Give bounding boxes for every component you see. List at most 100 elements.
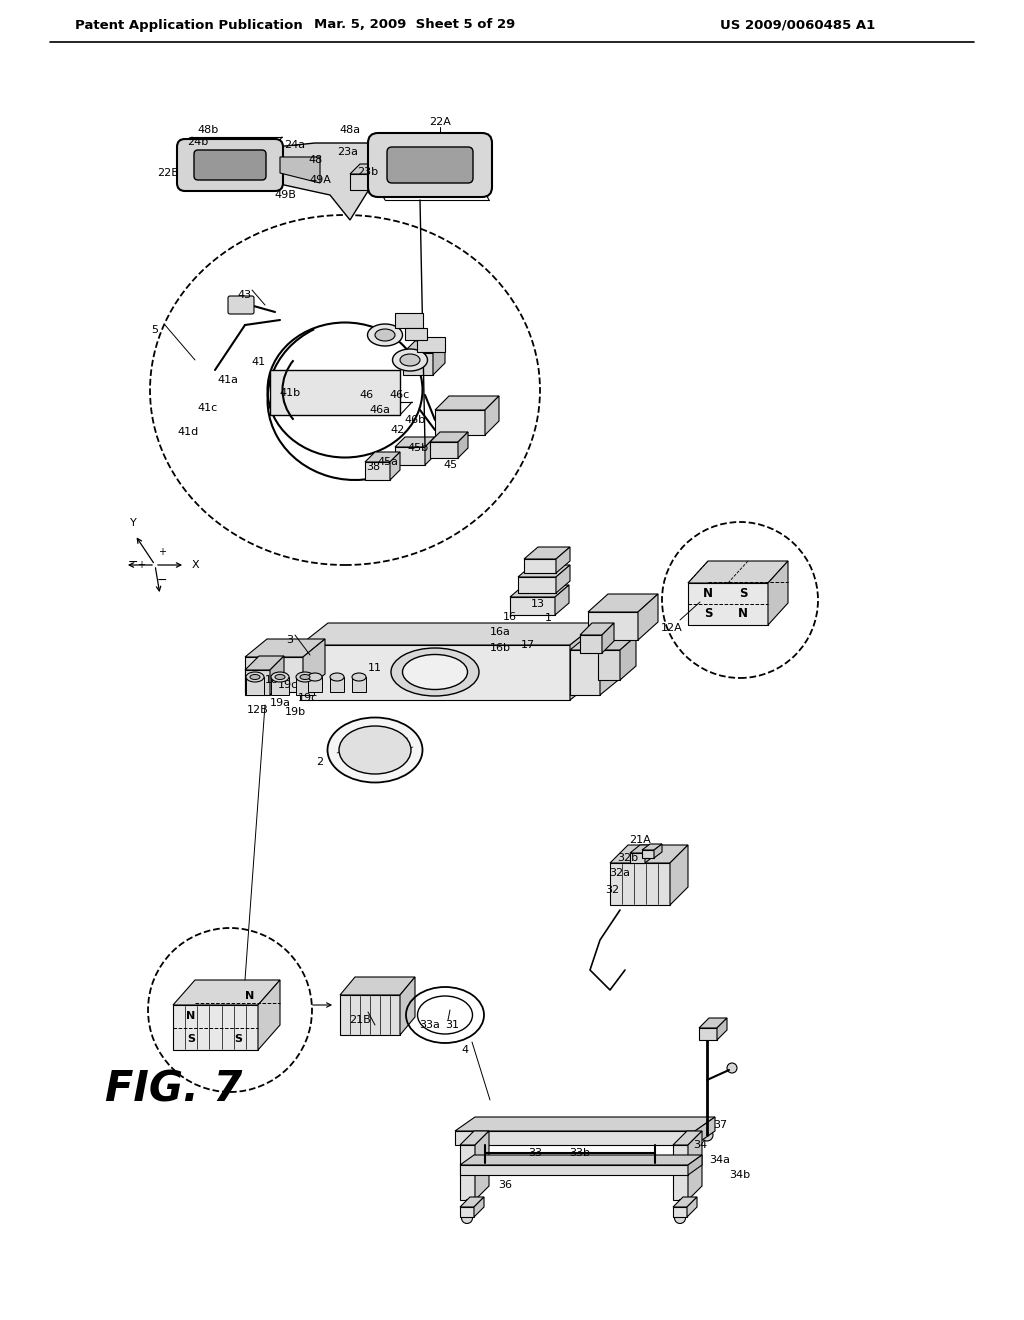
Text: 34b: 34b [729, 1170, 751, 1180]
Polygon shape [510, 597, 555, 615]
Polygon shape [670, 845, 688, 906]
Ellipse shape [308, 673, 322, 681]
Polygon shape [673, 1131, 702, 1144]
Ellipse shape [375, 329, 395, 341]
Polygon shape [699, 1018, 727, 1028]
Polygon shape [460, 1155, 702, 1166]
Polygon shape [270, 370, 400, 414]
Polygon shape [390, 451, 400, 480]
Polygon shape [645, 845, 655, 863]
Polygon shape [588, 612, 638, 640]
Polygon shape [350, 164, 390, 174]
Polygon shape [687, 1197, 697, 1217]
Polygon shape [673, 1197, 697, 1206]
Polygon shape [556, 565, 570, 593]
Ellipse shape [328, 718, 423, 783]
Polygon shape [688, 1155, 702, 1175]
Polygon shape [460, 1144, 475, 1200]
Polygon shape [600, 632, 622, 696]
Ellipse shape [330, 673, 344, 681]
Text: 32a: 32a [609, 869, 631, 878]
Text: 19b: 19b [285, 708, 305, 717]
Polygon shape [518, 577, 556, 593]
Text: Y: Y [130, 517, 136, 528]
Polygon shape [395, 313, 423, 327]
Text: 48: 48 [309, 154, 324, 165]
Polygon shape [688, 561, 788, 583]
Polygon shape [673, 1144, 688, 1200]
FancyBboxPatch shape [177, 139, 283, 191]
Circle shape [701, 1129, 713, 1140]
Polygon shape [524, 546, 570, 558]
Text: 48c: 48c [208, 150, 228, 160]
Polygon shape [768, 561, 788, 624]
Polygon shape [518, 565, 570, 577]
Text: 46b: 46b [404, 414, 426, 425]
Polygon shape [602, 623, 614, 653]
Text: −: − [157, 573, 167, 586]
Text: +: + [137, 560, 145, 570]
Polygon shape [474, 1197, 484, 1217]
Circle shape [462, 1213, 472, 1224]
Text: 34a: 34a [710, 1155, 730, 1166]
Text: 24a: 24a [285, 140, 305, 150]
Text: S: S [187, 1034, 195, 1044]
Polygon shape [395, 447, 425, 465]
Polygon shape [598, 649, 620, 680]
Polygon shape [430, 432, 468, 442]
Polygon shape [173, 979, 280, 1005]
Polygon shape [638, 594, 658, 640]
Circle shape [727, 1063, 737, 1073]
Text: S: S [703, 607, 713, 620]
Polygon shape [475, 1131, 489, 1200]
Text: 16b: 16b [489, 643, 511, 653]
Polygon shape [430, 442, 458, 458]
FancyBboxPatch shape [228, 296, 254, 314]
Text: 1: 1 [545, 612, 552, 623]
Polygon shape [555, 585, 569, 615]
Text: Mar. 5, 2009  Sheet 5 of 29: Mar. 5, 2009 Sheet 5 of 29 [314, 18, 516, 32]
Polygon shape [455, 1131, 695, 1144]
Ellipse shape [391, 648, 479, 696]
Polygon shape [406, 327, 427, 341]
Text: 46a: 46a [370, 405, 390, 414]
Text: 18: 18 [265, 675, 280, 685]
Polygon shape [699, 1028, 717, 1040]
Ellipse shape [246, 672, 264, 682]
Text: 23b: 23b [357, 168, 379, 177]
Polygon shape [642, 843, 662, 850]
Text: 33a: 33a [420, 1020, 440, 1030]
FancyBboxPatch shape [194, 150, 266, 180]
Ellipse shape [300, 675, 310, 680]
Text: N: N [703, 587, 713, 601]
Polygon shape [460, 1166, 688, 1175]
Text: 12B: 12B [247, 705, 269, 715]
Ellipse shape [339, 726, 411, 774]
Polygon shape [403, 341, 445, 352]
Polygon shape [570, 623, 598, 700]
Text: 33: 33 [528, 1148, 542, 1158]
Text: +: + [158, 546, 166, 557]
Text: Patent Application Publication: Patent Application Publication [75, 18, 303, 32]
Polygon shape [245, 671, 270, 696]
Circle shape [675, 1213, 685, 1224]
Polygon shape [275, 143, 378, 220]
Polygon shape [630, 853, 645, 863]
Text: 19c: 19c [298, 693, 318, 704]
Text: 23a: 23a [338, 147, 358, 157]
Polygon shape [300, 623, 598, 645]
FancyBboxPatch shape [387, 147, 473, 183]
Polygon shape [458, 432, 468, 458]
Polygon shape [303, 639, 325, 692]
Text: 49B: 49B [274, 190, 296, 201]
Polygon shape [588, 594, 658, 612]
Text: 38: 38 [366, 462, 380, 473]
Text: 17: 17 [521, 640, 536, 649]
Polygon shape [435, 411, 485, 436]
Polygon shape [400, 977, 415, 1035]
Ellipse shape [271, 672, 289, 682]
Polygon shape [425, 437, 435, 465]
Text: 43: 43 [238, 290, 252, 300]
Text: 24b: 24b [187, 137, 209, 147]
Polygon shape [433, 341, 445, 375]
